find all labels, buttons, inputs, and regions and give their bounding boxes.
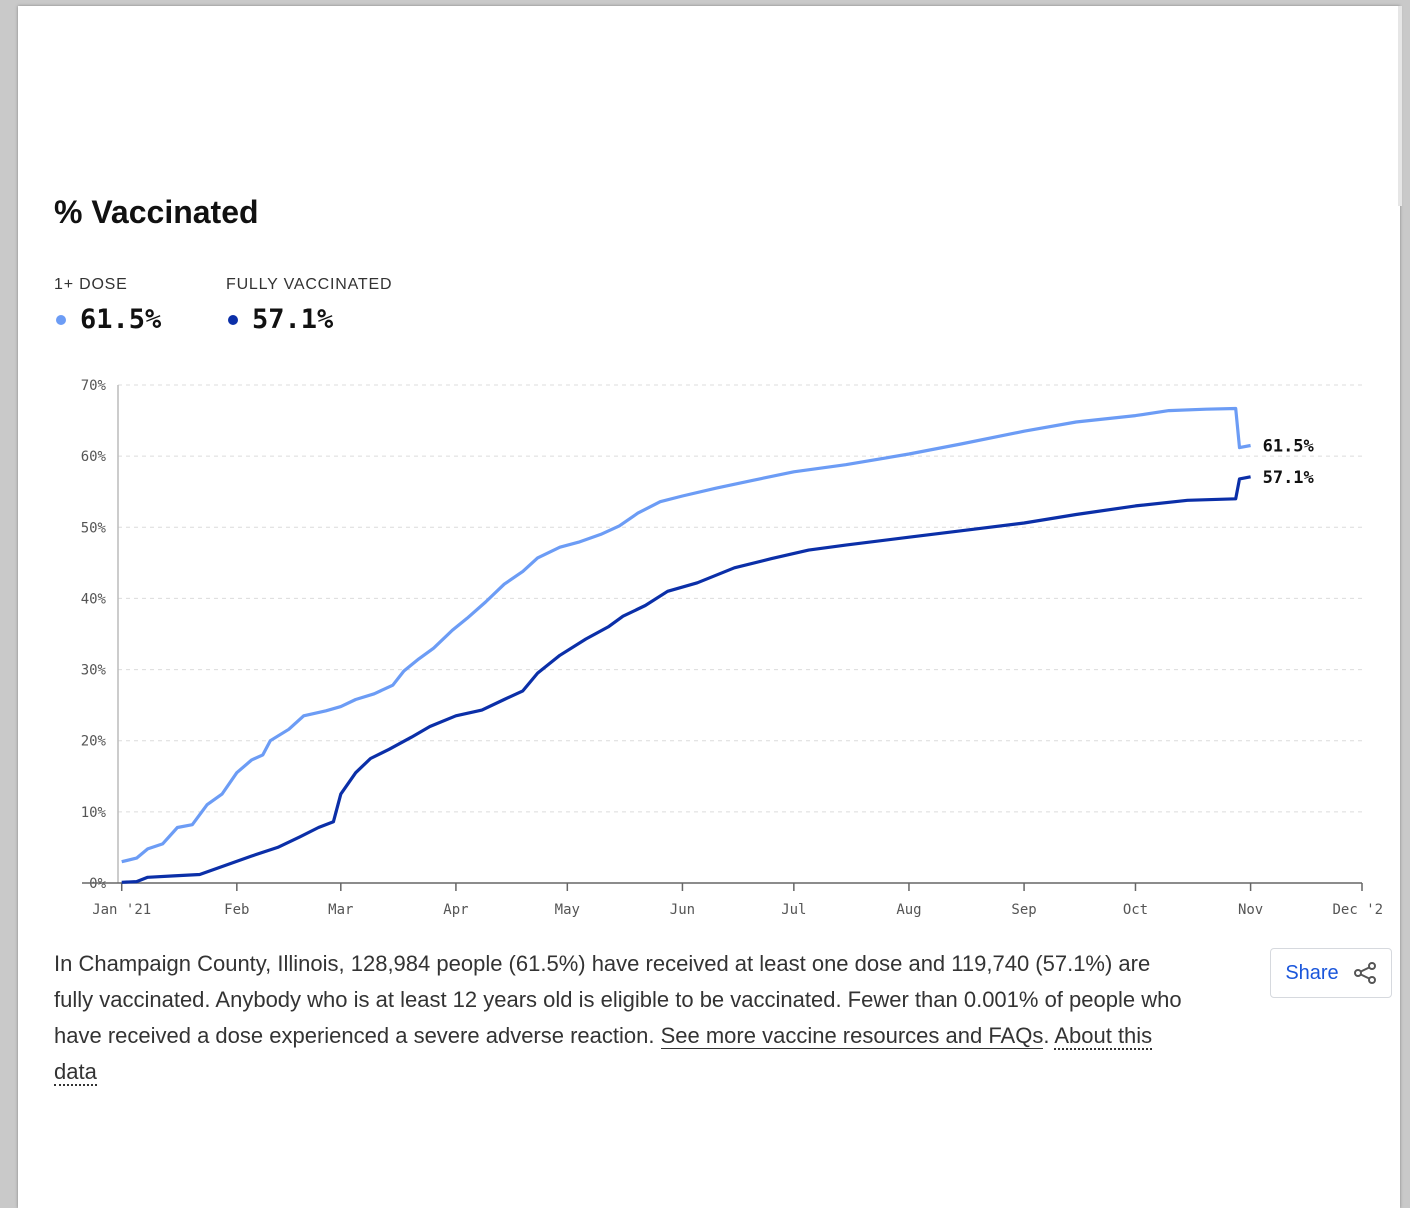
legend-label: FULLY VACCINATED <box>226 276 393 293</box>
y-tick-label: 0% <box>89 876 106 892</box>
x-tick-label: Nov <box>1238 902 1263 918</box>
y-tick-label: 10% <box>81 805 107 821</box>
legend-value: 57.1% <box>252 304 334 335</box>
x-tick-label: Jul <box>781 902 806 918</box>
separator-text: . <box>1043 1023 1055 1048</box>
x-tick-label: Aug <box>896 902 921 918</box>
y-tick-label: 60% <box>81 449 107 465</box>
legend-first-dose: 1+ DOSE 61.5% <box>54 276 161 335</box>
series-end-label: 61.5% <box>1263 436 1315 456</box>
y-tick-label: 40% <box>81 591 107 607</box>
x-tick-label: Dec '21 <box>1332 902 1384 918</box>
chart-title: % Vaccinated <box>54 194 259 230</box>
x-tick-label: Feb <box>224 902 249 918</box>
legend-value: 61.5% <box>80 304 162 335</box>
legend-label: 1+ DOSE <box>54 276 128 293</box>
series-line-fully-vaccinated <box>121 475 1251 884</box>
x-tick-label: Apr <box>443 902 468 918</box>
series-line-first-dose <box>121 406 1251 864</box>
x-tick-label: Jun <box>670 902 695 918</box>
about-data-link[interactable]: About this data <box>54 1023 1153 1086</box>
x-tick-label: Oct <box>1123 902 1148 918</box>
x-tick-label: May <box>555 902 580 918</box>
y-tick-label: 30% <box>81 663 107 679</box>
y-tick-label: 50% <box>81 520 107 536</box>
description: In Champaign County, Illinois, 128,984 p… <box>54 946 1194 1090</box>
legend-dot-icon <box>56 314 66 325</box>
y-tick-label: 70% <box>81 378 107 394</box>
page: % Vaccinated 1+ DOSE 61.5% FULLY VACCINA… <box>18 6 1400 1208</box>
x-tick-label: Jan '21 <box>92 902 151 918</box>
series-end-label: 57.1% <box>1263 468 1315 488</box>
description-text: In Champaign County, Illinois, 128,984 p… <box>54 951 1182 1048</box>
x-tick-label: Mar <box>328 902 353 918</box>
line-chart: 0% 10% 20% 30% 40% 50% 60% 70% Jan '21 Feb Mar Apr M… <box>81 378 1384 918</box>
x-tick-label: Sep <box>1011 902 1036 918</box>
legend-fully-vaccinated: FULLY VACCINATED 57.1% <box>226 276 392 335</box>
share-label: Share <box>1285 961 1339 984</box>
scrollbar[interactable] <box>1398 6 1402 206</box>
y-tick-label: 20% <box>81 734 107 750</box>
legend-dot-icon <box>228 314 238 325</box>
vaccine-resources-link[interactable]: See more vaccine resources and FAQs <box>660 1023 1044 1049</box>
share-icon <box>1353 962 1376 984</box>
share-button[interactable]: Share <box>1270 948 1392 998</box>
